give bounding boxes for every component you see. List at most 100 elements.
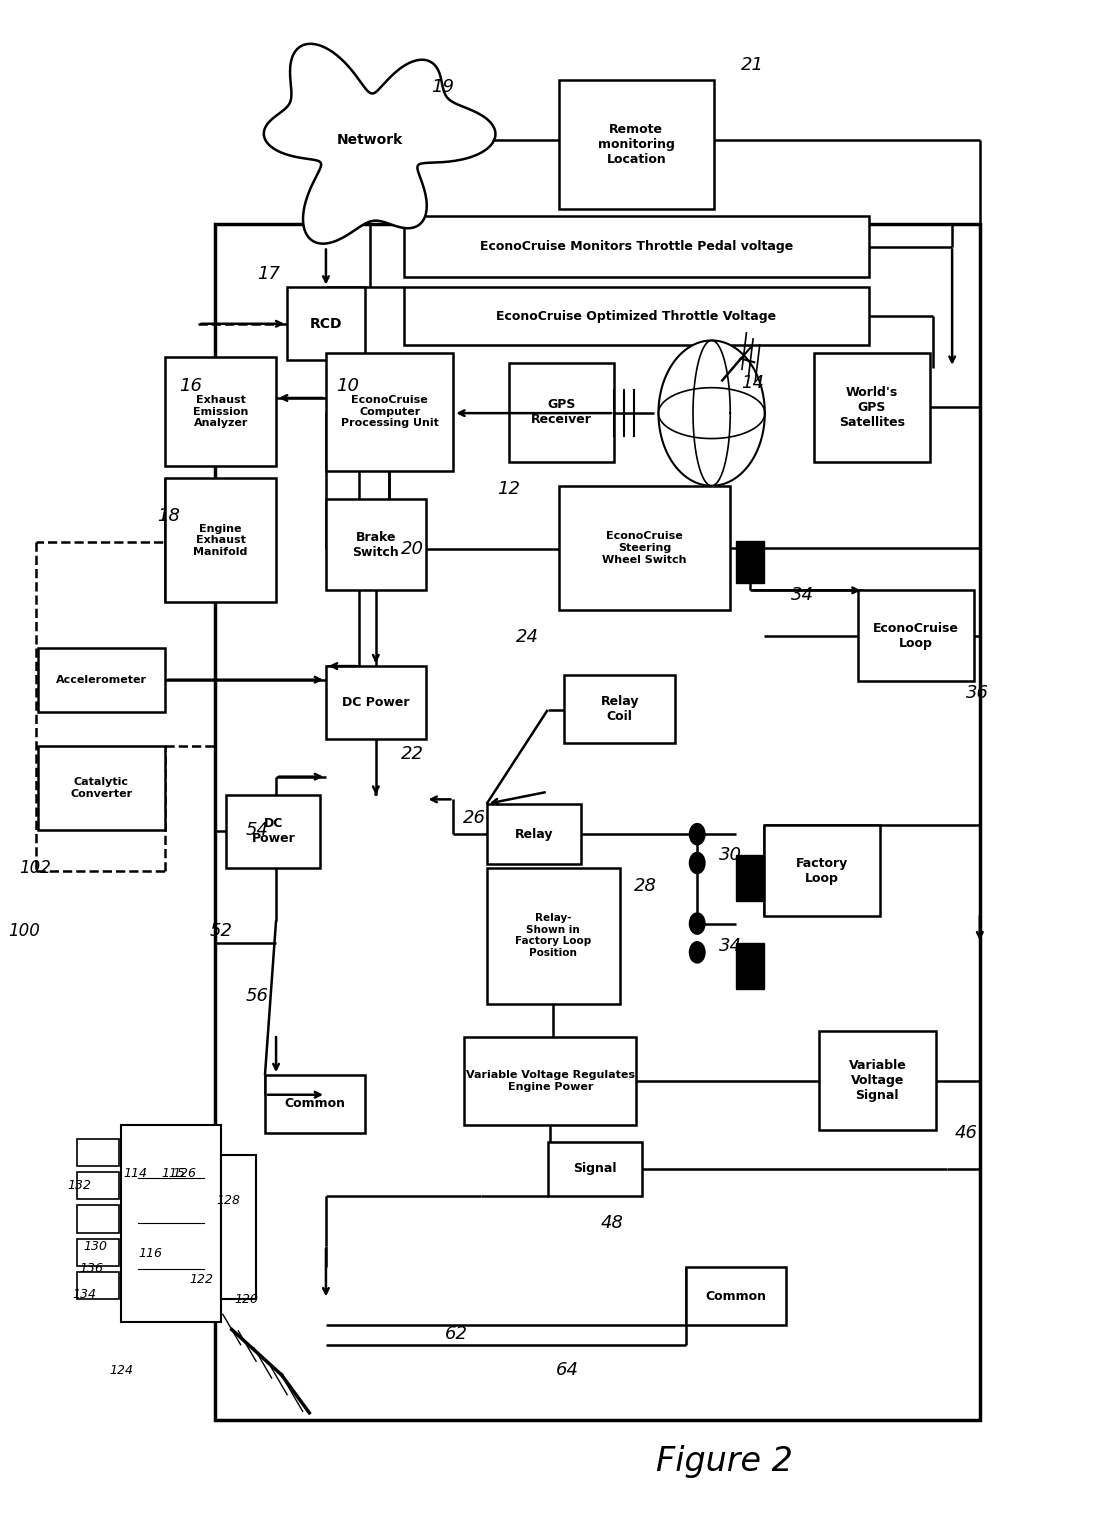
FancyBboxPatch shape: [265, 1075, 365, 1133]
Text: EconoCruise Optimized Throttle Voltage: EconoCruise Optimized Throttle Voltage: [496, 309, 776, 323]
Text: 126: 126: [172, 1167, 197, 1180]
Text: 14: 14: [742, 373, 764, 391]
Text: 136: 136: [79, 1263, 103, 1275]
Text: Brake
Switch: Brake Switch: [353, 532, 399, 559]
Bar: [736, 943, 764, 988]
Text: 102: 102: [20, 859, 51, 877]
Text: Common: Common: [285, 1097, 345, 1110]
FancyBboxPatch shape: [77, 1238, 118, 1266]
FancyBboxPatch shape: [819, 1031, 936, 1130]
Text: DC Power: DC Power: [342, 696, 410, 708]
Text: 48: 48: [600, 1214, 623, 1232]
Text: 128: 128: [217, 1194, 240, 1208]
Text: EconoCruise
Loop: EconoCruise Loop: [873, 621, 960, 650]
FancyBboxPatch shape: [558, 486, 731, 611]
Text: 120: 120: [235, 1293, 258, 1305]
Text: Signal: Signal: [573, 1162, 617, 1176]
Polygon shape: [264, 44, 496, 244]
Text: 62: 62: [446, 1325, 468, 1343]
FancyBboxPatch shape: [77, 1272, 118, 1299]
Circle shape: [689, 912, 705, 934]
Text: 20: 20: [401, 541, 423, 559]
Text: 10: 10: [336, 376, 360, 394]
Text: 34: 34: [719, 937, 742, 955]
Text: EconoCruise
Computer
Processing Unit: EconoCruise Computer Processing Unit: [341, 394, 439, 428]
Text: 19: 19: [431, 79, 454, 96]
Text: 30: 30: [719, 847, 742, 865]
Circle shape: [689, 824, 705, 845]
Text: 134: 134: [73, 1288, 96, 1301]
Text: 114: 114: [123, 1167, 147, 1180]
Text: GPS
Receiver: GPS Receiver: [531, 399, 592, 426]
Text: Catalytic
Converter: Catalytic Converter: [70, 777, 133, 798]
FancyBboxPatch shape: [121, 1125, 221, 1322]
Text: 36: 36: [966, 684, 990, 702]
Text: 28: 28: [633, 877, 657, 894]
Text: 100: 100: [9, 921, 40, 940]
FancyBboxPatch shape: [287, 288, 365, 359]
FancyBboxPatch shape: [564, 675, 675, 743]
Text: 56: 56: [246, 987, 269, 1005]
Text: Variable Voltage Regulates
Engine Power: Variable Voltage Regulates Engine Power: [466, 1071, 634, 1092]
Text: 54: 54: [246, 821, 269, 839]
FancyBboxPatch shape: [38, 746, 165, 830]
Text: EconoCruise
Steering
Wheel Switch: EconoCruise Steering Wheel Switch: [602, 532, 687, 565]
FancyBboxPatch shape: [813, 352, 930, 461]
FancyBboxPatch shape: [326, 666, 426, 739]
Text: Factory
Loop: Factory Loop: [795, 856, 848, 885]
FancyBboxPatch shape: [465, 1037, 637, 1125]
Text: Accelerometer: Accelerometer: [56, 675, 147, 685]
Text: DC
Power: DC Power: [251, 818, 295, 845]
FancyBboxPatch shape: [487, 804, 581, 865]
Text: 46: 46: [955, 1124, 978, 1142]
Text: RCD: RCD: [309, 317, 342, 330]
Text: 12: 12: [497, 480, 521, 498]
FancyBboxPatch shape: [764, 825, 880, 915]
Text: 17: 17: [257, 265, 279, 283]
Text: 52: 52: [209, 921, 232, 940]
FancyBboxPatch shape: [403, 216, 869, 277]
Text: 130: 130: [84, 1240, 107, 1253]
Bar: [736, 856, 764, 900]
FancyBboxPatch shape: [38, 647, 165, 711]
Text: Relay: Relay: [515, 827, 553, 841]
FancyBboxPatch shape: [509, 362, 614, 461]
FancyBboxPatch shape: [77, 1139, 118, 1167]
FancyBboxPatch shape: [226, 795, 321, 868]
Text: 22: 22: [401, 745, 423, 763]
FancyBboxPatch shape: [77, 1205, 118, 1232]
FancyBboxPatch shape: [403, 288, 869, 346]
FancyBboxPatch shape: [326, 352, 454, 471]
Text: 34: 34: [791, 586, 814, 605]
Text: Exhaust
Emission
Analyzer: Exhaust Emission Analyzer: [193, 394, 248, 428]
Text: 122: 122: [190, 1273, 213, 1285]
Text: 24: 24: [516, 629, 540, 646]
FancyBboxPatch shape: [326, 500, 426, 591]
FancyBboxPatch shape: [77, 1173, 118, 1199]
FancyBboxPatch shape: [558, 79, 714, 209]
FancyBboxPatch shape: [165, 356, 276, 466]
Text: EconoCruise Monitors Throttle Pedal voltage: EconoCruise Monitors Throttle Pedal volt…: [479, 241, 793, 253]
Text: 18: 18: [157, 507, 180, 525]
Text: 132: 132: [68, 1179, 92, 1193]
Polygon shape: [658, 341, 765, 486]
Text: 124: 124: [108, 1365, 133, 1377]
Text: 26: 26: [462, 809, 486, 827]
FancyBboxPatch shape: [686, 1267, 786, 1325]
Text: Remote
monitoring
Location: Remote monitoring Location: [598, 123, 675, 166]
Text: Relay
Coil: Relay Coil: [600, 694, 639, 723]
FancyBboxPatch shape: [165, 478, 276, 603]
Text: Relay-
Shown in
Factory Loop
Position: Relay- Shown in Factory Loop Position: [515, 914, 591, 958]
FancyBboxPatch shape: [858, 591, 974, 681]
Text: 115: 115: [161, 1167, 185, 1180]
Text: Variable
Voltage
Signal: Variable Voltage Signal: [849, 1058, 906, 1101]
Text: World's
GPS
Satellites: World's GPS Satellites: [839, 385, 905, 428]
Circle shape: [689, 853, 705, 874]
FancyBboxPatch shape: [547, 1142, 642, 1196]
Text: 64: 64: [556, 1362, 579, 1380]
Text: Engine
Exhaust
Manifold: Engine Exhaust Manifold: [193, 524, 248, 557]
Text: 21: 21: [742, 56, 764, 73]
Bar: [736, 541, 764, 583]
FancyBboxPatch shape: [221, 1156, 256, 1299]
Text: 116: 116: [139, 1247, 163, 1260]
